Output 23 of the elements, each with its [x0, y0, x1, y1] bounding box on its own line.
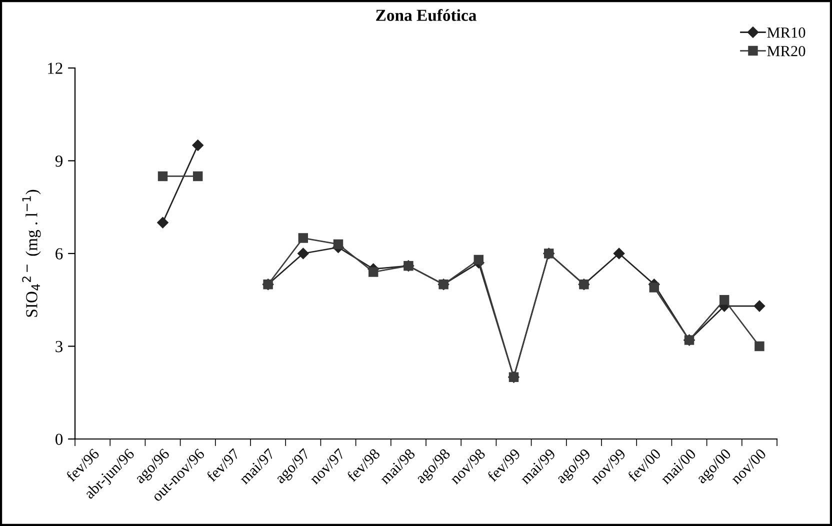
legend-label: MR20 — [767, 46, 806, 56]
y-tick-label: 6 — [56, 248, 63, 260]
point — [333, 239, 344, 250]
point — [192, 140, 204, 151]
y-tick-label: 9 — [55, 155, 63, 167]
point — [719, 295, 730, 305]
point — [474, 254, 484, 265]
y-tick-label: 3 — [56, 340, 63, 352]
y-tick-label: 0 — [55, 434, 63, 445]
point — [157, 216, 168, 228]
point — [613, 248, 625, 260]
point — [368, 267, 378, 277]
y-tick-label: 12 — [48, 62, 62, 74]
point — [649, 282, 660, 292]
point — [298, 248, 309, 260]
y-axis-title: SIO$_{4}$$^{2−}$ (mg . l$^{−1}$) — [22, 190, 41, 317]
chart-title: Zona Eufótica — [376, 9, 476, 21]
legend-label: MR10 — [767, 27, 806, 38]
point — [192, 171, 203, 182]
point — [298, 233, 308, 243]
point — [754, 300, 766, 312]
point — [754, 341, 764, 352]
point — [158, 171, 168, 182]
